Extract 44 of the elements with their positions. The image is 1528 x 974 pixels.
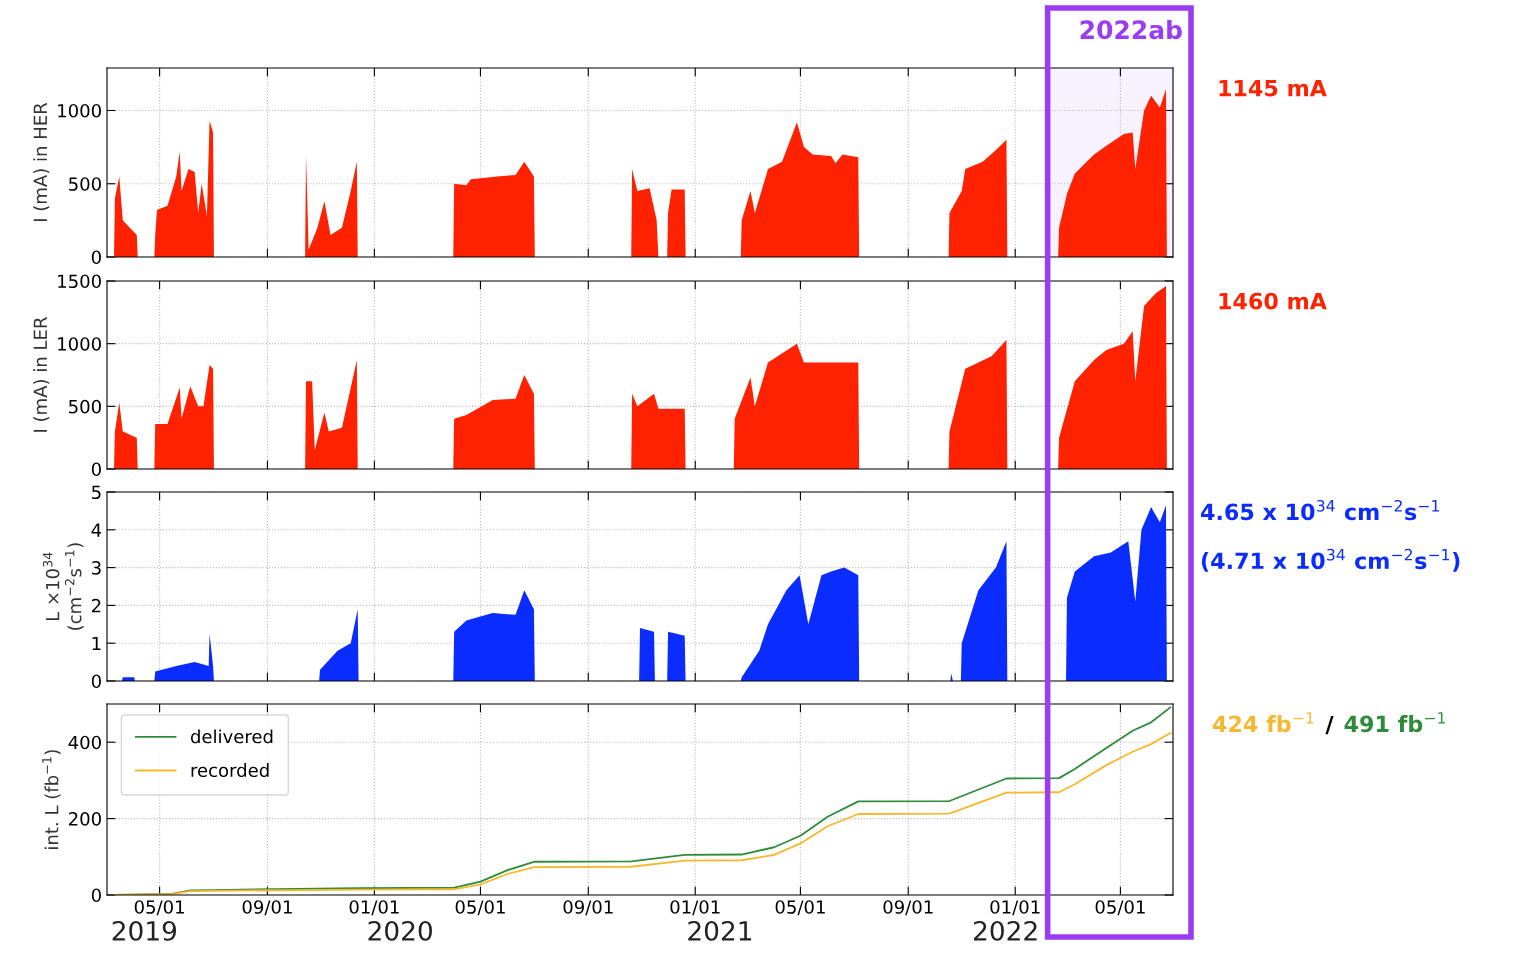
y-axis-title: int. L (fb$^{−1}$) bbox=[42, 750, 61, 849]
x-tick-label: 01/01 bbox=[990, 900, 1040, 916]
y-tick-label: 0 bbox=[91, 250, 101, 265]
x-tick-label: 09/01 bbox=[242, 900, 292, 916]
x-tick-label: 01/01 bbox=[670, 900, 720, 916]
y-tick-label: 0 bbox=[91, 674, 101, 689]
y-tick-label: 1500 bbox=[58, 274, 101, 289]
y-tick-label: 4 bbox=[91, 523, 102, 537]
text: 2021 bbox=[688, 920, 752, 941]
y-tick-label: 0 bbox=[91, 888, 101, 903]
legend-label: delivered bbox=[190, 729, 273, 744]
y-tick-label: 1000 bbox=[58, 103, 101, 118]
text: L ×10$^{34}$ (cm$^{−2}$s$^{−1}$) bbox=[42, 543, 84, 630]
y-tick-label: 1000 bbox=[58, 337, 101, 351]
text: / bbox=[1325, 715, 1334, 735]
text: 491 fb$^{−1}$ bbox=[1344, 712, 1445, 733]
text: (4.71 x 10$^{34}$ cm$^{−2}$s$^{−1}$) bbox=[1201, 548, 1460, 572]
text: 2020 bbox=[368, 920, 432, 941]
y-tick-label: 400 bbox=[68, 735, 101, 750]
y-tick-label: 500 bbox=[69, 177, 101, 191]
y-tick-label: 0 bbox=[91, 462, 101, 477]
y-axis-title: I (mA) in LER bbox=[33, 317, 50, 432]
x-tick-label: 05/01 bbox=[134, 900, 184, 916]
band-label: 2022ab bbox=[1080, 19, 1182, 40]
y-tick-label: 2 bbox=[91, 598, 101, 613]
y-axis-title: I (mA) in HER bbox=[33, 102, 50, 222]
text: 2019 bbox=[112, 920, 177, 941]
x-tick-label: 01/01 bbox=[349, 900, 399, 916]
y-tick-label: 1 bbox=[92, 636, 101, 651]
text: 4.65 x 10$^{34}$ cm$^{−2}$s$^{−1}$ bbox=[1201, 499, 1439, 521]
y-tick-label: 200 bbox=[69, 812, 101, 826]
text: 1145 mA bbox=[1219, 79, 1327, 97]
x-tick-label: 09/01 bbox=[883, 900, 933, 916]
x-tick-label: 05/01 bbox=[1095, 900, 1145, 916]
y-tick-label: 500 bbox=[69, 399, 101, 414]
legend-label: recorded bbox=[191, 763, 269, 778]
text: 424 fb$^{−1}$ bbox=[1213, 712, 1314, 733]
x-tick-label: 05/01 bbox=[775, 900, 825, 916]
text: 1460 mA bbox=[1219, 292, 1327, 310]
y-tick-label: 5 bbox=[92, 485, 101, 500]
text: 2022 bbox=[973, 920, 1037, 941]
y-tick-label: 3 bbox=[92, 561, 101, 575]
x-tick-label: 05/01 bbox=[455, 900, 505, 916]
x-tick-label: 09/01 bbox=[563, 900, 613, 916]
